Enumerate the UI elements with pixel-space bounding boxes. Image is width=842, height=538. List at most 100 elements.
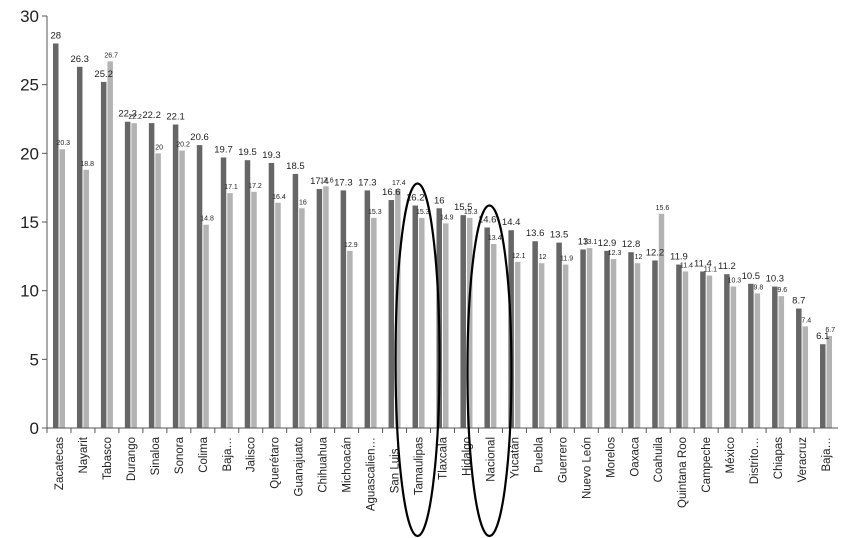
x-tick-label: Durango bbox=[126, 437, 138, 481]
data-label-series-2: 16 bbox=[299, 199, 307, 206]
bar-series-2 bbox=[538, 263, 545, 428]
x-tick-label: México bbox=[725, 437, 737, 473]
bar-series-1 bbox=[556, 242, 562, 428]
bar-series-2 bbox=[323, 186, 329, 428]
data-label-series-1: 12.9 bbox=[598, 238, 617, 249]
bar-series-2 bbox=[802, 326, 809, 428]
data-label-series-1: 12.2 bbox=[646, 247, 665, 258]
data-label-series-2: 12.9 bbox=[344, 242, 358, 249]
bar-series-2 bbox=[419, 217, 425, 428]
bar-series-2 bbox=[131, 123, 137, 429]
y-tick-label: 20 bbox=[20, 144, 39, 163]
x-tick-label: Nuevo León bbox=[581, 437, 593, 499]
bar-series-2 bbox=[610, 259, 617, 428]
bar-series-1 bbox=[244, 160, 251, 428]
bar-series-1 bbox=[652, 260, 658, 428]
data-label-series-2: 17.6 bbox=[320, 177, 334, 184]
data-label-series-1: 11.4 bbox=[694, 258, 712, 269]
data-label-series-2: 20.2 bbox=[176, 142, 190, 149]
x-tick-label: Quintana Roo bbox=[677, 437, 689, 508]
bar-series-2 bbox=[658, 213, 665, 428]
data-label-series-1: 19.3 bbox=[262, 150, 281, 161]
data-label-series-2: 20.3 bbox=[56, 140, 70, 147]
data-label-series-2: 22.2 bbox=[128, 114, 142, 121]
bar-series-2 bbox=[155, 153, 161, 429]
bar-series-1 bbox=[676, 264, 682, 428]
data-label-series-1: 13 bbox=[578, 236, 589, 247]
bar-series-1 bbox=[220, 157, 227, 428]
data-label-series-2: 20 bbox=[155, 144, 163, 151]
bar-series-2 bbox=[730, 286, 737, 428]
bar-series-1 bbox=[388, 200, 395, 428]
data-label-series-1: 13.5 bbox=[550, 230, 569, 241]
bar-series-2 bbox=[443, 223, 449, 428]
bar-series-2 bbox=[83, 169, 89, 428]
bar-series-2 bbox=[275, 202, 281, 428]
bar-series-1 bbox=[76, 66, 83, 429]
bar-series-2 bbox=[682, 271, 689, 428]
bar-series-1 bbox=[268, 162, 275, 429]
data-label-series-1: 22.3 bbox=[118, 109, 137, 120]
data-label-series-2: 16.4 bbox=[272, 194, 286, 201]
x-tick-label: Guanajuato bbox=[294, 437, 306, 496]
bar-series-1 bbox=[628, 252, 634, 428]
data-label-series-1: 20.6 bbox=[190, 132, 209, 143]
x-tick-label: Colima bbox=[198, 436, 210, 472]
data-label-series-2: 17.4 bbox=[392, 180, 406, 187]
bar-series-1 bbox=[772, 286, 778, 428]
data-label-series-2: 14.8 bbox=[200, 216, 214, 223]
bar-series-1 bbox=[196, 145, 203, 429]
bar-series-1 bbox=[700, 271, 706, 428]
data-label-series-1: 11.9 bbox=[670, 252, 688, 263]
bar-series-1 bbox=[460, 215, 466, 428]
data-label-series-2: 17.2 bbox=[248, 183, 262, 190]
bar-series-2 bbox=[203, 224, 209, 428]
y-tick-label: 15 bbox=[20, 213, 39, 232]
bar-series-2 bbox=[179, 150, 185, 428]
bar-series-1 bbox=[580, 249, 586, 428]
data-label-series-1: 16 bbox=[434, 195, 445, 206]
x-tick-label: Nacional bbox=[485, 437, 497, 482]
data-label-series-1: 16.6 bbox=[382, 187, 401, 198]
y-tick-label: 25 bbox=[20, 76, 39, 95]
bar-series-1 bbox=[604, 250, 610, 428]
bar-series-2 bbox=[706, 275, 713, 428]
bar-series-2 bbox=[251, 191, 257, 428]
x-tick-label: Querétaro bbox=[270, 437, 282, 489]
bar-series-1 bbox=[148, 123, 155, 429]
bar-series-2 bbox=[562, 264, 569, 428]
y-tick-label: 0 bbox=[30, 419, 39, 438]
data-label-series-2: 11.9 bbox=[560, 256, 573, 263]
y-tick-label: 5 bbox=[30, 350, 39, 369]
x-tick-label: Guerrero bbox=[557, 437, 569, 483]
x-tick-label: Michoacán bbox=[342, 437, 354, 493]
highlight-ellipses bbox=[394, 182, 513, 538]
data-label-series-1: 17.3 bbox=[358, 177, 377, 188]
bar-series-1 bbox=[484, 227, 490, 428]
x-tick-label: Zacatecas bbox=[54, 437, 66, 490]
x-tick-label: Tabasco bbox=[102, 437, 114, 480]
data-label-series-1: 25.2 bbox=[94, 69, 113, 80]
data-label-series-1: 28 bbox=[50, 30, 61, 41]
x-tick-label: Yucatán bbox=[509, 437, 521, 479]
x-tick-label: Veracruz bbox=[797, 437, 809, 483]
data-label-series-2: 15.3 bbox=[368, 209, 382, 216]
data-label-series-1: 22.1 bbox=[166, 111, 185, 122]
bar-series-2 bbox=[586, 248, 593, 428]
data-label-series-2: 13.4 bbox=[488, 235, 502, 242]
data-label-series-1: 10.3 bbox=[766, 274, 785, 285]
data-label-series-2: 7.4 bbox=[801, 317, 811, 324]
highlight-ellipse bbox=[466, 204, 513, 538]
bars bbox=[52, 43, 833, 429]
x-tick-label: Morelos bbox=[605, 437, 617, 478]
data-label-series-1: 10.5 bbox=[742, 271, 761, 282]
data-label-series-2: 6.7 bbox=[825, 327, 835, 334]
bar-series-1 bbox=[412, 205, 419, 428]
x-tick-label: Oaxaca bbox=[629, 436, 641, 476]
data-label-series-1: 14.6 bbox=[478, 214, 497, 225]
data-label-series-2: 12.3 bbox=[608, 250, 622, 257]
bar-series-1 bbox=[100, 81, 107, 429]
bar-series-2 bbox=[634, 263, 641, 428]
bar-series-2 bbox=[299, 208, 305, 428]
